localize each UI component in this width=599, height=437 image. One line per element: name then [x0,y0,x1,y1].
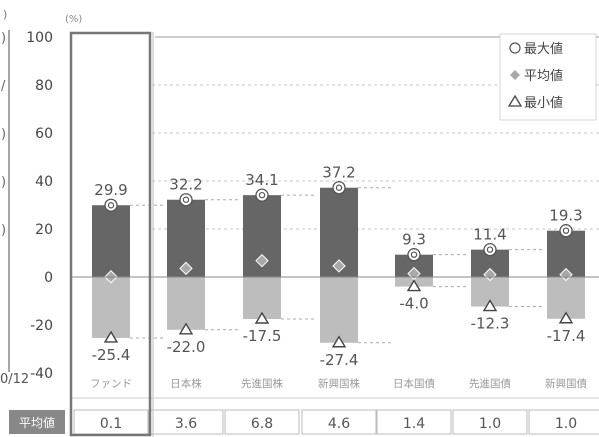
bar-max [92,205,130,277]
bar-min [167,277,205,330]
average-cell [73,409,149,435]
max-marker-inner [562,227,570,234]
category-label: ファンド [90,378,132,390]
max-value-label: 19.3 [549,207,582,225]
y-tick-label: 20 [35,222,53,238]
average-label-bg [9,410,65,434]
min-marker [103,330,119,343]
bar-min [92,277,130,338]
y-axis-unit-label: (%) [65,14,82,25]
legend-avg-label: 平均値 [524,68,563,84]
min-value-label: -22.0 [167,338,206,356]
max-marker-inner [182,196,190,203]
category-label: 日本株 [170,377,202,390]
avg-marker [255,253,269,268]
average-cell [376,409,452,435]
max-value-label: 11.4 [473,226,506,244]
category-label: 先進国株 [241,377,283,390]
left-date-label: 0/12 [0,372,29,387]
avg-marker [559,267,573,282]
left-tick-mark: ) [1,223,6,238]
max-marker-inner [486,246,494,253]
max-value-label: 9.3 [402,231,426,249]
min-value-label: -17.4 [547,327,586,345]
min-marker [254,311,270,324]
min-marker [331,335,347,348]
category-label: 新興国株 [318,377,360,390]
y-tick-label: 40 [35,174,53,190]
average-cell [452,409,528,435]
min-marker [558,311,574,324]
average-value: 1.0 [555,416,577,432]
min-marker [482,299,498,312]
average-cell [148,409,224,435]
average-value: 0.1 [100,416,122,432]
average-value: 4.6 [328,416,350,432]
min-value-label: -12.3 [471,315,510,333]
min-value-label: -25.4 [92,346,131,364]
y-tick-label: -20 [30,318,53,334]
average-value: 6.8 [251,416,273,432]
y-tick-label: 100 [26,30,53,46]
legend-min-icon [507,94,523,107]
average-cell [224,409,300,435]
average-value: 1.4 [403,416,425,432]
min-value-label: -4.0 [399,295,428,313]
max-value-label: 34.1 [245,171,278,189]
left-tick-mark: ) [1,127,6,142]
left-tick-mark: / [1,79,6,94]
avg-marker [483,267,497,282]
max-value-label: 37.2 [322,164,355,182]
y-tick-label: 0 [44,270,53,286]
bar-min [320,277,358,343]
legend-min-label: 最小値 [524,95,563,111]
category-label: 先進国債 [469,377,511,390]
y-tick-label: 80 [35,78,53,94]
avg-marker [179,261,193,276]
bar-max [395,254,433,277]
left-unit-mark: ) [3,8,7,21]
avg-marker [332,259,346,273]
y-tick-label: -40 [30,366,53,382]
average-value: 3.6 [175,416,197,432]
average-cell [301,409,377,435]
average-value: 1.0 [479,416,501,432]
max-marker-inner [107,202,115,209]
left-tick-mark: ) [1,175,6,190]
legend-avg-icon [510,70,520,80]
category-label: 日本国債 [393,377,435,390]
average-row-label: 平均値 [19,415,55,430]
legend-max-label: 最大値 [524,41,563,57]
legend-max-icon [509,42,521,54]
left-tick-mark: ) [1,31,6,46]
max-marker-inner [410,251,418,258]
max-marker-inner [258,191,266,199]
fund-highlight-frame [69,31,152,437]
average-cell [528,409,599,435]
max-value-label: 29.9 [94,181,127,199]
y-tick-label: 60 [35,126,53,142]
category-label: 新興国債 [545,377,587,390]
max-value-label: 32.2 [169,176,202,194]
min-value-label: -27.4 [320,351,359,369]
min-marker [178,322,194,335]
min-value-label: -17.5 [243,327,282,345]
max-marker-inner [335,184,343,191]
min-marker [406,279,422,292]
